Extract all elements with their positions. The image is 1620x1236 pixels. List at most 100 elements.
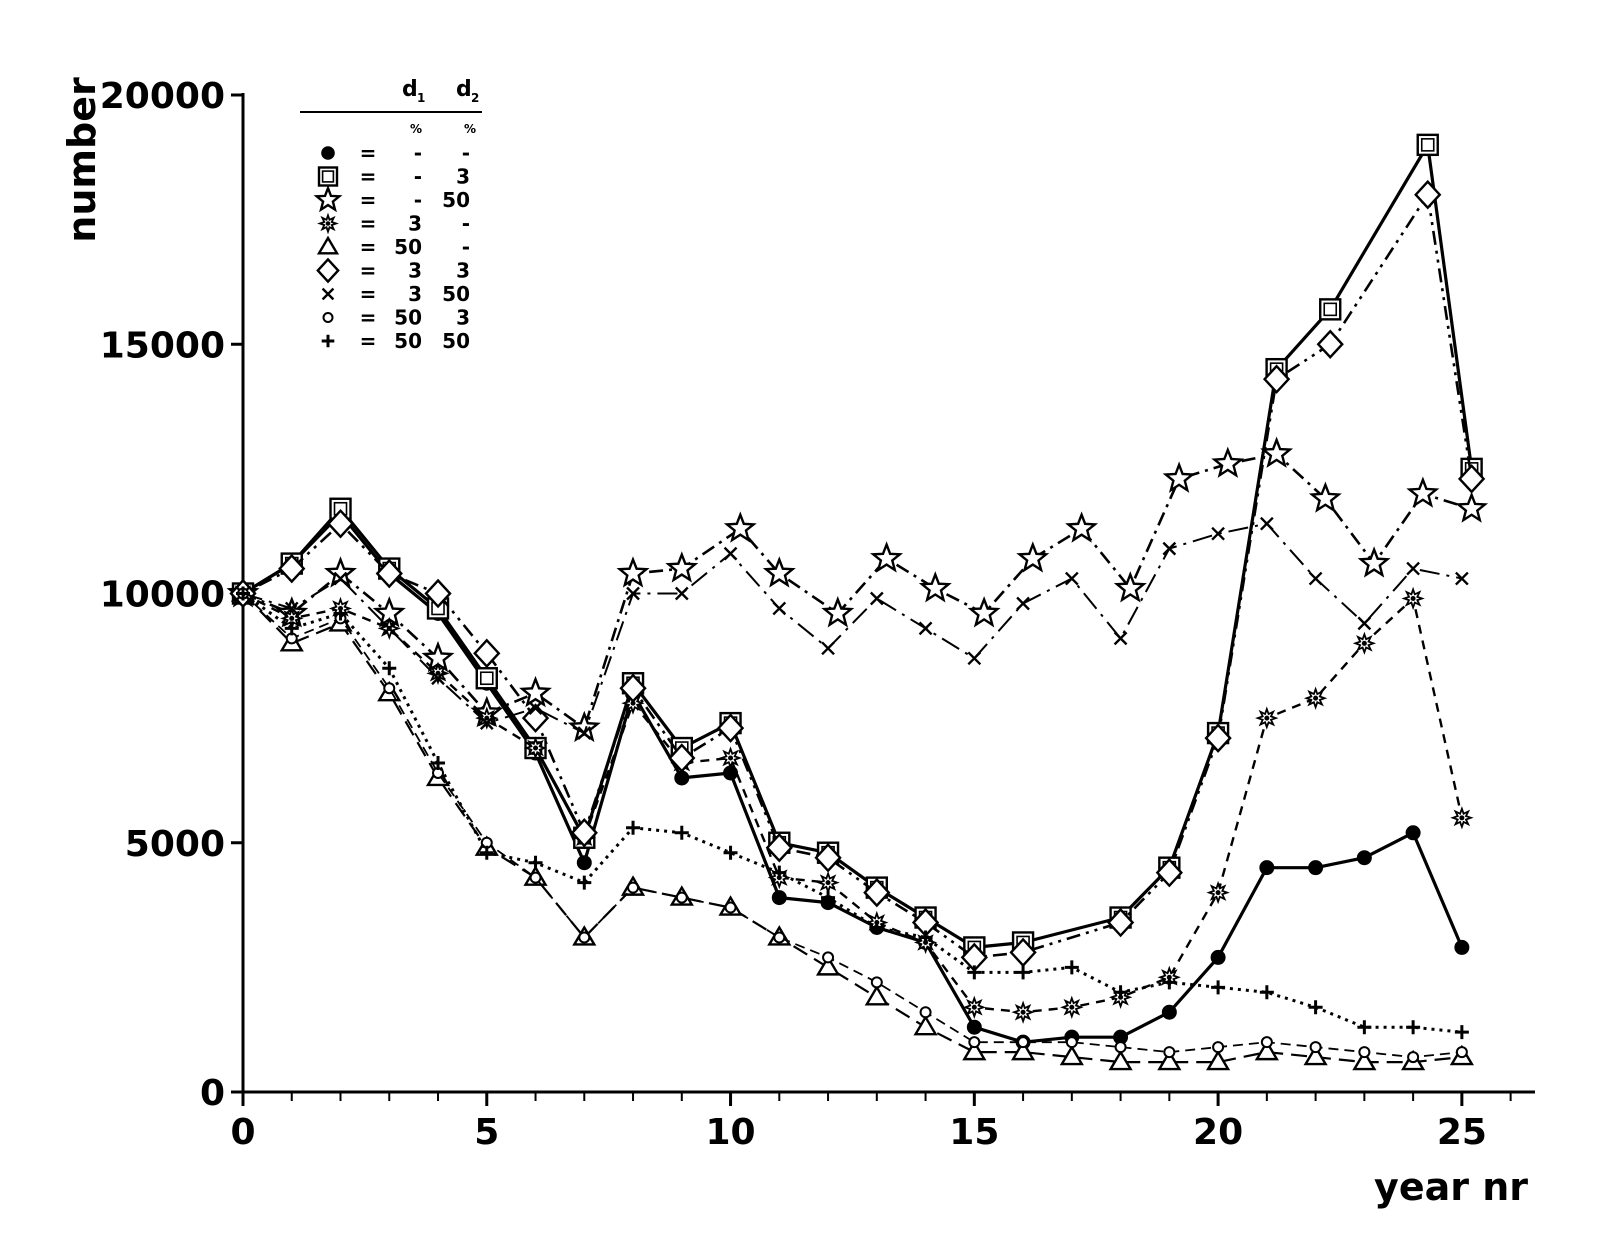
data-point-star — [616, 556, 650, 588]
y-tick-label: 15000 — [100, 325, 225, 366]
legend-d2-value: 3 — [456, 306, 470, 330]
legend-marker-diamond — [316, 257, 340, 284]
data-point-plus — [1454, 1025, 1469, 1040]
legend-header-d1: d — [402, 77, 418, 102]
data-point-star — [762, 556, 796, 588]
data-point-diamond — [716, 713, 745, 743]
ticks: 0 5000 10000 15000 20000 0 5 10 15 20 25 — [100, 76, 1512, 1153]
data-point-small-circle — [529, 871, 542, 884]
series-line-diamond — [242, 193, 1473, 959]
data-point-star — [821, 596, 855, 628]
data-point-triangle — [1157, 1049, 1182, 1071]
data-point-diamond — [863, 877, 891, 908]
data-point-cross-x — [772, 601, 787, 616]
series-filled-circle — [235, 506, 1470, 1050]
data-point-star — [1260, 436, 1294, 468]
data-point-filled-circle — [1308, 860, 1324, 876]
legend-d2-value: - — [462, 212, 470, 236]
legend-d2-value: 3 — [456, 259, 470, 283]
data-point-plus — [1016, 965, 1031, 980]
data-point-cross-x — [382, 621, 397, 636]
x-tick-label: 15 — [949, 1112, 999, 1153]
legend-row: = - 3 — [317, 165, 470, 189]
legend-header-d2-sub: 2 — [471, 91, 479, 105]
series-sun-star — [231, 581, 1474, 1024]
x-tick-label: 10 — [705, 1112, 755, 1153]
data-point-star — [1455, 491, 1489, 523]
data-point-plus — [1162, 975, 1177, 990]
data-point-small-circle — [968, 1036, 981, 1049]
data-point-plus — [821, 890, 836, 905]
legend-eq: = — [360, 235, 377, 259]
data-point-cross-x — [577, 726, 592, 740]
data-point-star — [1308, 481, 1342, 513]
x-axis-title: year nr — [1374, 1165, 1528, 1209]
data-point-plus — [1259, 985, 1274, 1000]
data-point-plus — [967, 965, 982, 980]
data-point-small-circle — [724, 901, 737, 914]
data-point-cross-x — [1162, 541, 1177, 556]
data-point-diamond — [570, 818, 598, 848]
series-line-star — [242, 452, 1472, 730]
x-tick-label: 20 — [1193, 1112, 1243, 1153]
data-point-small-circle — [627, 881, 640, 894]
y-tick-label: 5000 — [125, 824, 225, 865]
data-point-small-circle — [1407, 1051, 1420, 1064]
data-point-plus — [674, 825, 689, 840]
data-point-diamond — [1155, 857, 1183, 888]
series-layer — [226, 133, 1489, 1071]
data-point-star — [967, 596, 1001, 628]
data-point-sun-star — [718, 746, 743, 770]
data-point-small-circle — [1163, 1046, 1176, 1059]
data-point-small-circle — [1260, 1036, 1273, 1049]
data-point-small-circle — [578, 931, 591, 944]
data-point-triangle — [1010, 1039, 1036, 1061]
legend-d2-value: 3 — [456, 165, 470, 189]
legend-row: = - - — [321, 141, 470, 165]
legend-unit-d1: % — [410, 122, 422, 136]
data-point-cross-x — [479, 716, 494, 730]
data-point-open-square — [1319, 298, 1342, 321]
data-point-cross-x — [1211, 526, 1225, 541]
data-point-triangle — [1352, 1049, 1377, 1071]
data-point-plus — [333, 606, 348, 621]
data-point-small-circle — [1114, 1041, 1127, 1054]
x-tick-label: 25 — [1437, 1112, 1487, 1153]
legend-eq: = — [360, 212, 377, 236]
data-point-triangle — [913, 1014, 938, 1036]
legend-marker-plus — [321, 334, 335, 348]
data-point-sun-star — [962, 995, 986, 1020]
data-point-diamond — [1414, 179, 1442, 210]
series-line-filled-circle — [242, 512, 1464, 1044]
series-line-plus — [242, 592, 1463, 1034]
data-point-filled-circle — [1405, 825, 1421, 841]
data-point-diamond — [668, 743, 696, 773]
legend-d1-value: - — [414, 188, 422, 212]
data-point-triangle — [1254, 1039, 1279, 1061]
legend-d1-value: 50 — [394, 306, 422, 330]
data-point-diamond — [1262, 364, 1291, 394]
data-point-diamond — [326, 508, 355, 539]
legend: d 1 d 2% %= - -= -3= -50= 3 -= 50 -= 3 3= 3 50= 50 3= 50 50 — [300, 77, 482, 353]
legend-d1-value: 3 — [408, 282, 422, 306]
data-point-small-circle — [1455, 1046, 1468, 1059]
legend-d2-value: 50 — [442, 188, 470, 212]
data-point-star — [1016, 541, 1050, 573]
data-point-diamond — [473, 638, 501, 669]
series-line-open-square — [242, 143, 1474, 950]
data-point-sun-star — [1011, 1000, 1035, 1024]
legend-d2-value: - — [462, 141, 470, 165]
legend-marker-triangle — [316, 235, 340, 255]
data-point-star — [1357, 546, 1391, 578]
data-point-sun-star — [816, 870, 840, 895]
data-point-triangle — [864, 984, 889, 1006]
data-point-plus — [528, 855, 543, 870]
data-point-triangle — [815, 955, 841, 976]
legend-d1-value: 50 — [394, 235, 422, 259]
data-point-sun-star — [1255, 706, 1279, 730]
legend-marker-cross-x — [321, 287, 335, 301]
data-point-open-square — [475, 667, 498, 690]
data-point-small-circle — [1212, 1041, 1225, 1054]
